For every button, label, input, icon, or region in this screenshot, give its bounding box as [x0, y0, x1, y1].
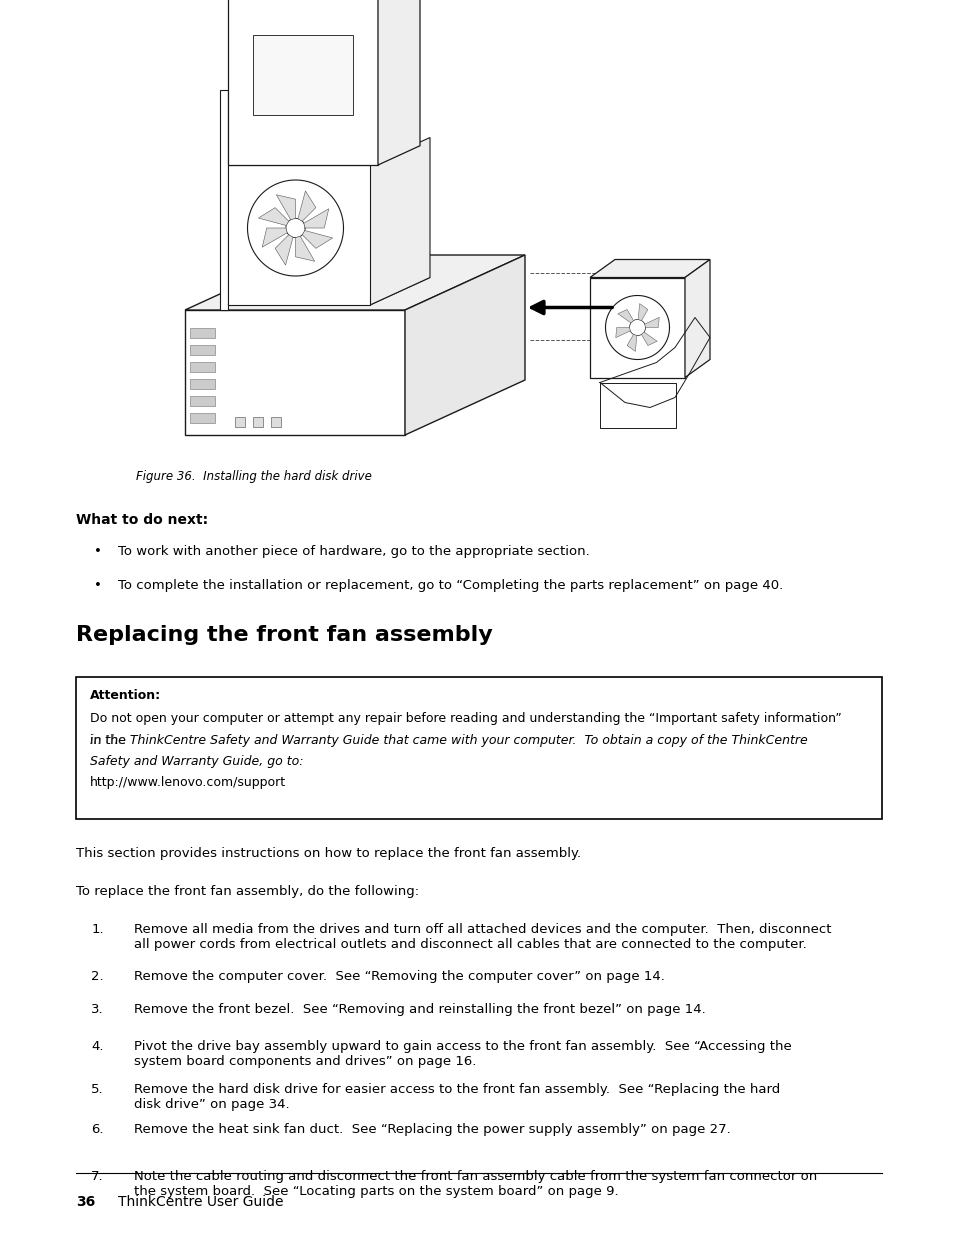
Polygon shape	[234, 417, 245, 427]
Text: in the ThinkCentre Safety and Warranty Guide that came with your computer.  To o: in the ThinkCentre Safety and Warranty G…	[90, 734, 807, 747]
Text: •: •	[94, 579, 102, 592]
Polygon shape	[190, 396, 214, 406]
Polygon shape	[295, 236, 314, 262]
Text: To complete the installation or replacement, go to “Completing the parts replace: To complete the installation or replacem…	[118, 579, 782, 592]
Text: Figure 36.  Installing the hard disk drive: Figure 36. Installing the hard disk driv…	[136, 471, 372, 483]
Text: Remove all media from the drives and turn off all attached devices and the compu: Remove all media from the drives and tur…	[133, 923, 831, 951]
Polygon shape	[589, 278, 684, 378]
Polygon shape	[302, 231, 333, 248]
Polygon shape	[190, 412, 214, 424]
Polygon shape	[589, 259, 709, 278]
Text: What to do next:: What to do next:	[76, 513, 208, 527]
Text: in the: in the	[90, 734, 130, 747]
Polygon shape	[228, 165, 370, 305]
Polygon shape	[190, 379, 214, 389]
Polygon shape	[297, 191, 315, 221]
Polygon shape	[638, 304, 647, 321]
Polygon shape	[228, 0, 377, 165]
Polygon shape	[370, 137, 430, 305]
Text: Remove the front bezel.  See “Removing and reinstalling the front bezel” on page: Remove the front bezel. See “Removing an…	[133, 1003, 705, 1016]
Polygon shape	[258, 207, 289, 226]
Polygon shape	[644, 317, 659, 327]
Text: Note the cable routing and disconnect the front fan assembly cable from the syst: Note the cable routing and disconnect th…	[133, 1170, 817, 1198]
Polygon shape	[228, 278, 430, 305]
Bar	[76, 677, 882, 819]
Polygon shape	[274, 235, 293, 266]
Text: •: •	[94, 545, 102, 558]
Polygon shape	[618, 310, 633, 322]
Text: This section provides instructions on how to replace the front fan assembly.: This section provides instructions on ho…	[76, 847, 580, 860]
Text: 1.: 1.	[91, 923, 104, 936]
Polygon shape	[190, 345, 214, 354]
Text: Pivot the drive bay assembly upward to gain access to the front fan assembly.  S: Pivot the drive bay assembly upward to g…	[133, 1040, 791, 1068]
Polygon shape	[626, 335, 637, 352]
Polygon shape	[220, 90, 228, 310]
Polygon shape	[640, 332, 657, 346]
Text: Replacing the front fan assembly: Replacing the front fan assembly	[76, 625, 493, 645]
Text: To work with another piece of hardware, go to the appropriate section.: To work with another piece of hardware, …	[118, 545, 589, 558]
Text: http://www.lenovo.com/support: http://www.lenovo.com/support	[90, 776, 286, 789]
Text: Remove the computer cover.  See “Removing the computer cover” on page 14.: Remove the computer cover. See “Removing…	[133, 969, 664, 983]
Polygon shape	[190, 329, 214, 338]
Text: 3.: 3.	[91, 1003, 104, 1016]
Text: 6.: 6.	[91, 1123, 104, 1136]
Text: 36: 36	[76, 1195, 95, 1209]
Text: Remove the hard disk drive for easier access to the front fan assembly.  See “Re: Remove the hard disk drive for easier ac…	[133, 1083, 780, 1112]
Polygon shape	[405, 254, 524, 435]
Polygon shape	[185, 254, 524, 310]
Polygon shape	[615, 327, 630, 337]
Text: 2.: 2.	[91, 969, 104, 983]
Polygon shape	[599, 383, 675, 427]
Text: in the: in the	[90, 734, 130, 747]
Polygon shape	[684, 259, 709, 378]
Text: 4.: 4.	[91, 1040, 104, 1053]
Text: 7.: 7.	[91, 1170, 104, 1183]
Text: To replace the front fan assembly, do the following:: To replace the front fan assembly, do th…	[76, 885, 418, 898]
Polygon shape	[276, 195, 295, 220]
Text: 5.: 5.	[91, 1083, 104, 1095]
Text: Do not open your computer or attempt any repair before reading and understanding: Do not open your computer or attempt any…	[90, 713, 841, 725]
Text: Attention:: Attention:	[90, 689, 161, 701]
Text: Remove the heat sink fan duct.  See “Replacing the power supply assembly” on pag: Remove the heat sink fan duct. See “Repl…	[133, 1123, 730, 1136]
Polygon shape	[262, 228, 287, 247]
Polygon shape	[190, 362, 214, 372]
Polygon shape	[253, 35, 353, 115]
Text: Safety and Warranty Guide, go to:: Safety and Warranty Guide, go to:	[90, 755, 303, 768]
Text: ThinkCentre User Guide: ThinkCentre User Guide	[118, 1195, 283, 1209]
Polygon shape	[185, 310, 405, 435]
Polygon shape	[377, 0, 419, 165]
Polygon shape	[271, 417, 281, 427]
Polygon shape	[253, 417, 263, 427]
Polygon shape	[303, 209, 329, 228]
